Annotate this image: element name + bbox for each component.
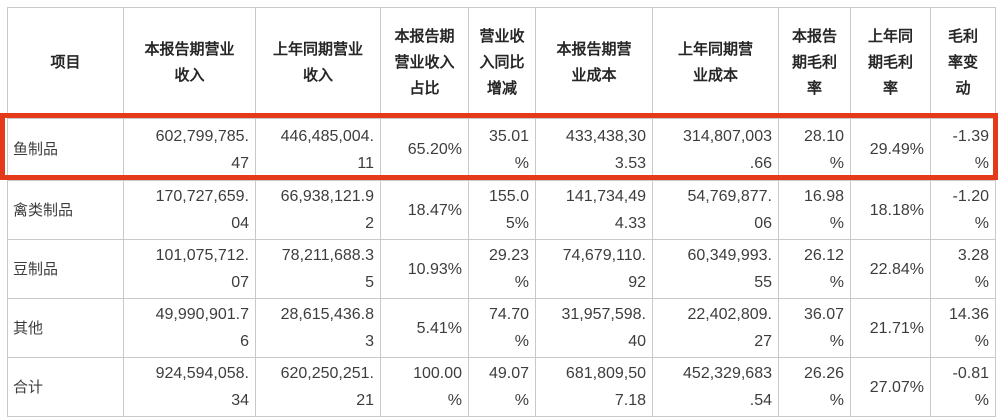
value-cell: 22,402,809. 27 — [652, 298, 779, 358]
row-label: 禽类制品 — [7, 180, 124, 240]
row-fish-products: 鱼制品 602,799,785. 47 446,485,004. 11 65.2… — [7, 118, 996, 181]
row-total: 合计 924,594,058. 34 620,250,251. 21 100.0… — [7, 357, 996, 417]
value-cell: 141,734,49 4.33 — [535, 180, 653, 240]
value-cell: 29.23 % — [468, 239, 536, 299]
value-cell: 14.36 % — [930, 298, 996, 358]
row-other: 其他 49,990,901.7 6 28,615,436.8 3 5.41% 7… — [7, 298, 996, 358]
col-header-gross-margin-change: 毛利 率变 动 — [930, 7, 996, 119]
value-cell: 314,807,003 .66 — [652, 118, 779, 181]
value-cell: 101,075,712. 07 — [123, 239, 256, 299]
col-header-item: 项目 — [7, 7, 124, 119]
value-cell: -1.20 % — [930, 180, 996, 240]
col-header-cost-current: 本报告期营 业成本 — [535, 7, 653, 119]
value-cell: 28,615,436.8 3 — [255, 298, 381, 358]
value-cell: 170,727,659. 04 — [123, 180, 256, 240]
value-cell: 74,679,110. 92 — [535, 239, 653, 299]
value-cell: 433,438,30 3.53 — [535, 118, 653, 181]
value-cell: 100.00 % — [380, 357, 469, 417]
value-cell: 60,349,993. 55 — [652, 239, 779, 299]
value-cell: 10.93% — [380, 239, 469, 299]
value-cell: 36.07 % — [778, 298, 851, 358]
value-cell: 18.47% — [380, 180, 469, 240]
value-cell: 620,250,251. 21 — [255, 357, 381, 417]
value-cell: 65.20% — [380, 118, 469, 181]
value-cell: 78,211,688.3 5 — [255, 239, 381, 299]
value-cell: 446,485,004. 11 — [255, 118, 381, 181]
row-label: 豆制品 — [7, 239, 124, 299]
value-cell: 16.98 % — [778, 180, 851, 240]
value-cell: 5.41% — [380, 298, 469, 358]
value-cell: 66,938,121.9 2 — [255, 180, 381, 240]
value-cell: 924,594,058. 34 — [123, 357, 256, 417]
value-cell: 3.28 % — [930, 239, 996, 299]
value-cell: 22.84% — [850, 239, 931, 299]
value-cell: 155.0 5% — [468, 180, 536, 240]
header-row: 项目 本报告期营业 收入 上年同期营业 收入 本报告期 营业收入 占比 营业收 … — [7, 7, 996, 119]
row-label: 合计 — [7, 357, 124, 417]
col-header-cost-prior: 上年同期营 业成本 — [652, 7, 779, 119]
value-cell: 35.01 % — [468, 118, 536, 181]
col-header-gross-margin-prior: 上年同 期毛利 率 — [850, 7, 931, 119]
value-cell: 74.70 % — [468, 298, 536, 358]
value-cell: -0.81 % — [930, 357, 996, 417]
row-label: 鱼制品 — [7, 118, 124, 181]
col-header-revenue-yoy-change: 营业收 入同比 增减 — [468, 7, 536, 119]
value-cell: 28.10 % — [778, 118, 851, 181]
value-cell: 54,769,877. 06 — [652, 180, 779, 240]
value-cell: 602,799,785. 47 — [123, 118, 256, 181]
row-label: 其他 — [7, 298, 124, 358]
col-header-gross-margin-current: 本报告 期毛利 率 — [778, 7, 851, 119]
col-header-revenue-current: 本报告期营业 收入 — [123, 7, 256, 119]
value-cell: 26.12 % — [778, 239, 851, 299]
value-cell: 27.07% — [850, 357, 931, 417]
value-cell: 681,809,50 7.18 — [535, 357, 653, 417]
value-cell: 31,957,598. 40 — [535, 298, 653, 358]
value-cell: 26.26 % — [778, 357, 851, 417]
value-cell: 21.71% — [850, 298, 931, 358]
value-cell: 49.07 % — [468, 357, 536, 417]
row-bean-products: 豆制品 101,075,712. 07 78,211,688.3 5 10.93… — [7, 239, 996, 299]
value-cell: 452,329,683 .54 — [652, 357, 779, 417]
value-cell: 29.49% — [850, 118, 931, 181]
value-cell: 18.18% — [850, 180, 931, 240]
revenue-by-product-table: 项目 本报告期营业 收入 上年同期营业 收入 本报告期 营业收入 占比 营业收 … — [7, 7, 996, 417]
value-cell: -1.39 % — [930, 118, 996, 181]
col-header-revenue-prior: 上年同期营业 收入 — [255, 7, 381, 119]
row-poultry-products: 禽类制品 170,727,659. 04 66,938,121.9 2 18.4… — [7, 180, 996, 240]
col-header-revenue-share: 本报告期 营业收入 占比 — [380, 7, 469, 119]
value-cell: 49,990,901.7 6 — [123, 298, 256, 358]
